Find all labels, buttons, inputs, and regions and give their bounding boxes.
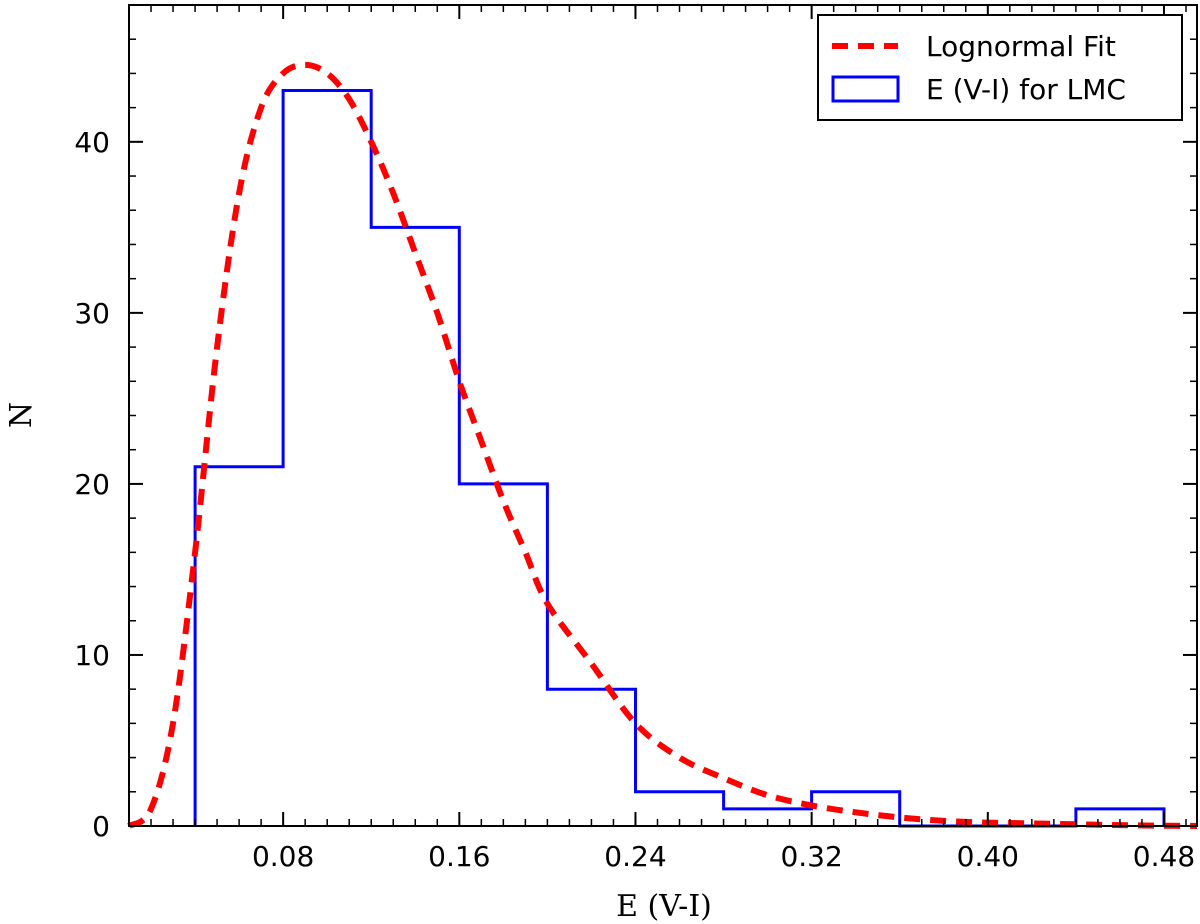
axes-frame <box>128 4 1198 827</box>
histogram-outline <box>193 89 1166 828</box>
legend-swatch-lmc-histogram <box>831 75 900 103</box>
y-tick-label: 30 <box>74 297 110 330</box>
y-tick-label: 40 <box>74 126 110 159</box>
y-tick-label: 0 <box>92 810 110 843</box>
histogram-bin <box>195 467 283 826</box>
x-tick-label: 0.08 <box>252 840 314 873</box>
y-axis-label: N <box>4 402 39 428</box>
x-tick-label: 0.32 <box>780 840 842 873</box>
histogram-bin <box>459 484 547 826</box>
lognormal-fit-curve <box>127 61 1198 829</box>
legend-label-lognormal-fit: Lognormal Fit <box>926 30 1116 63</box>
legend: Lognormal Fit E (V-I) for LMC <box>817 14 1183 121</box>
histogram-bin <box>283 91 371 827</box>
legend-label-lmc-histogram: E (V-I) for LMC <box>926 73 1126 106</box>
histogram-bin <box>371 227 459 826</box>
x-tick-label: 0.24 <box>604 840 666 873</box>
y-tick-label: 10 <box>74 639 110 672</box>
x-tick-label: 0.40 <box>957 840 1019 873</box>
y-tick-label: 20 <box>74 468 110 501</box>
axes: 0.08 0.16 0.24 0.32 0.40 0.48 0 10 20 30 40 <box>74 4 1198 873</box>
x-tick-label: 0.16 <box>428 840 490 873</box>
x-tick-label: 0.48 <box>1133 840 1195 873</box>
plot-area <box>127 61 1198 829</box>
x-axis-label: E (V-I) <box>616 889 712 924</box>
